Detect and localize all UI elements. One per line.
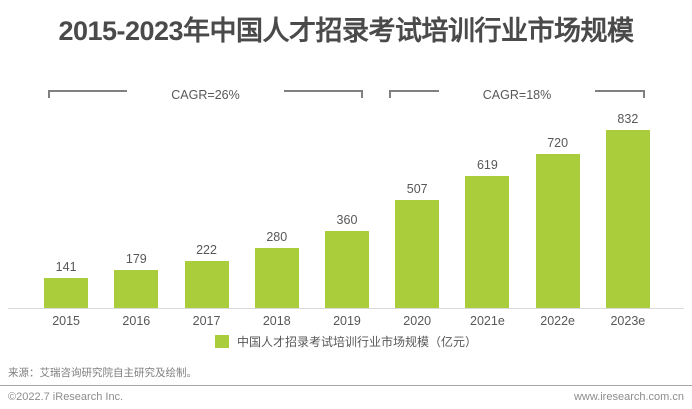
bar-column: 222 [171,110,241,308]
x-axis-tick-label: 2016 [122,314,151,328]
bar [465,176,510,308]
x-axis-tick-label: 2017 [192,314,221,328]
bar-column: 179 [101,110,171,308]
bar-column: 720 [523,110,593,308]
bar-value-label: 280 [266,230,288,244]
bracket-line-right [595,90,645,98]
x-axis-tick-label: 2022e [540,314,576,328]
x-axis-tick-label: 2019 [333,314,361,328]
legend-color-swatch [214,335,229,348]
bar-column: 280 [242,110,312,308]
chart-legend: 中国人才招录考试培训行业市场规模（亿元） [0,333,692,350]
x-axis-line [8,308,684,309]
bracket-line-right [283,90,363,98]
bar-value-label: 179 [125,252,147,266]
x-axis-tick-label: 2018 [262,314,291,328]
bar [605,130,650,308]
copyright-text: ©2022.7 iResearch Inc. [8,391,124,403]
bar [324,231,369,308]
source-note: 来源：艾瑞咨询研究院自主研究及绘制。 [8,367,197,379]
chart-title: 2015-2023年中国人才招录考试培训行业市场规模 [58,16,634,46]
bar-value-label: 832 [617,112,639,126]
bars-area: 141 179 222 280 360 507 619 720 832 [31,110,663,308]
bar-value-label: 720 [547,136,569,150]
bar [535,154,580,308]
x-axis-tick-label: 2020 [403,314,432,328]
footer-divider [0,385,692,386]
bar-value-label: 222 [196,243,217,257]
bar-column: 360 [312,110,382,308]
bar-value-label: 507 [406,182,428,196]
cagr-label: CAGR=18% [482,88,552,102]
bar-column: 507 [382,110,452,308]
x-axis-tick-label: 2021e [470,314,505,328]
bar-value-label: 141 [55,260,77,274]
cagr-bracket-2020-2023e: CAGR=18% [389,87,645,103]
bar-column: 832 [593,110,663,308]
x-axis-labels: 2015 2016 2017 2018 2019 2020 2021e 2022e 2023e [31,314,663,328]
bar [184,261,229,308]
bar-value-label: 360 [336,213,358,227]
bar-value-label: 619 [476,158,498,172]
bar [395,200,440,308]
bracket-line-left [48,90,128,98]
bracket-line-left [389,90,439,98]
bar [44,278,89,308]
cagr-bracket-2015-2019: CAGR=26% [48,87,363,103]
bar [254,248,299,308]
cagr-label: CAGR=26% [171,88,240,102]
website-text: www.iresearch.com.cn [573,391,684,403]
bar [114,270,159,308]
bar-column: 141 [31,110,101,308]
x-axis-tick-label: 2015 [52,314,81,328]
x-axis-tick-label: 2023e [610,314,646,328]
bar-column: 619 [452,110,522,308]
legend-series-label: 中国人才招录考试培训行业市场规模（亿元） [236,335,477,349]
